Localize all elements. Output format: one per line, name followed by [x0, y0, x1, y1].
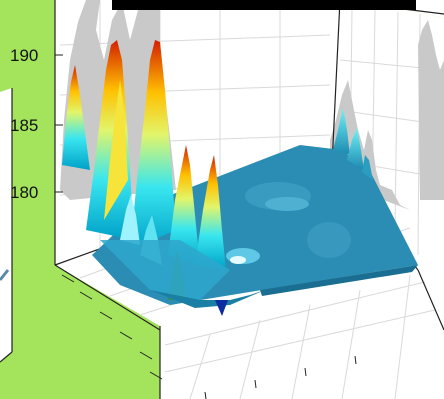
z-tick-label: 190: [10, 46, 38, 65]
right-wall-panel: [332, 0, 444, 330]
z-tick-marks: [55, 54, 63, 193]
left-panel-edge: [0, 269, 10, 281]
left-panel: [0, 88, 12, 362]
surface-peaks: [62, 40, 265, 316]
front-left-ticks: [61, 274, 163, 380]
surface-back-right-peaks: [333, 108, 373, 180]
z-tick-label: 180: [10, 183, 38, 202]
front-bottom-ticks: [204, 355, 357, 399]
z-tick-label: 185: [10, 116, 38, 135]
title-bar: [112, 0, 416, 10]
